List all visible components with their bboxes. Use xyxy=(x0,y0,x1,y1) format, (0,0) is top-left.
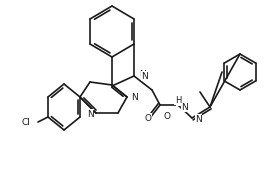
Text: N: N xyxy=(141,71,148,80)
Text: N: N xyxy=(181,103,188,112)
Text: N: N xyxy=(87,109,94,118)
Text: O: O xyxy=(163,112,170,121)
Text: N: N xyxy=(139,70,146,79)
Text: H: H xyxy=(176,96,182,105)
Text: H: H xyxy=(175,96,181,104)
Text: Cl: Cl xyxy=(21,117,30,126)
Text: N: N xyxy=(131,92,138,101)
Text: N: N xyxy=(195,114,202,124)
Text: O: O xyxy=(145,113,151,122)
